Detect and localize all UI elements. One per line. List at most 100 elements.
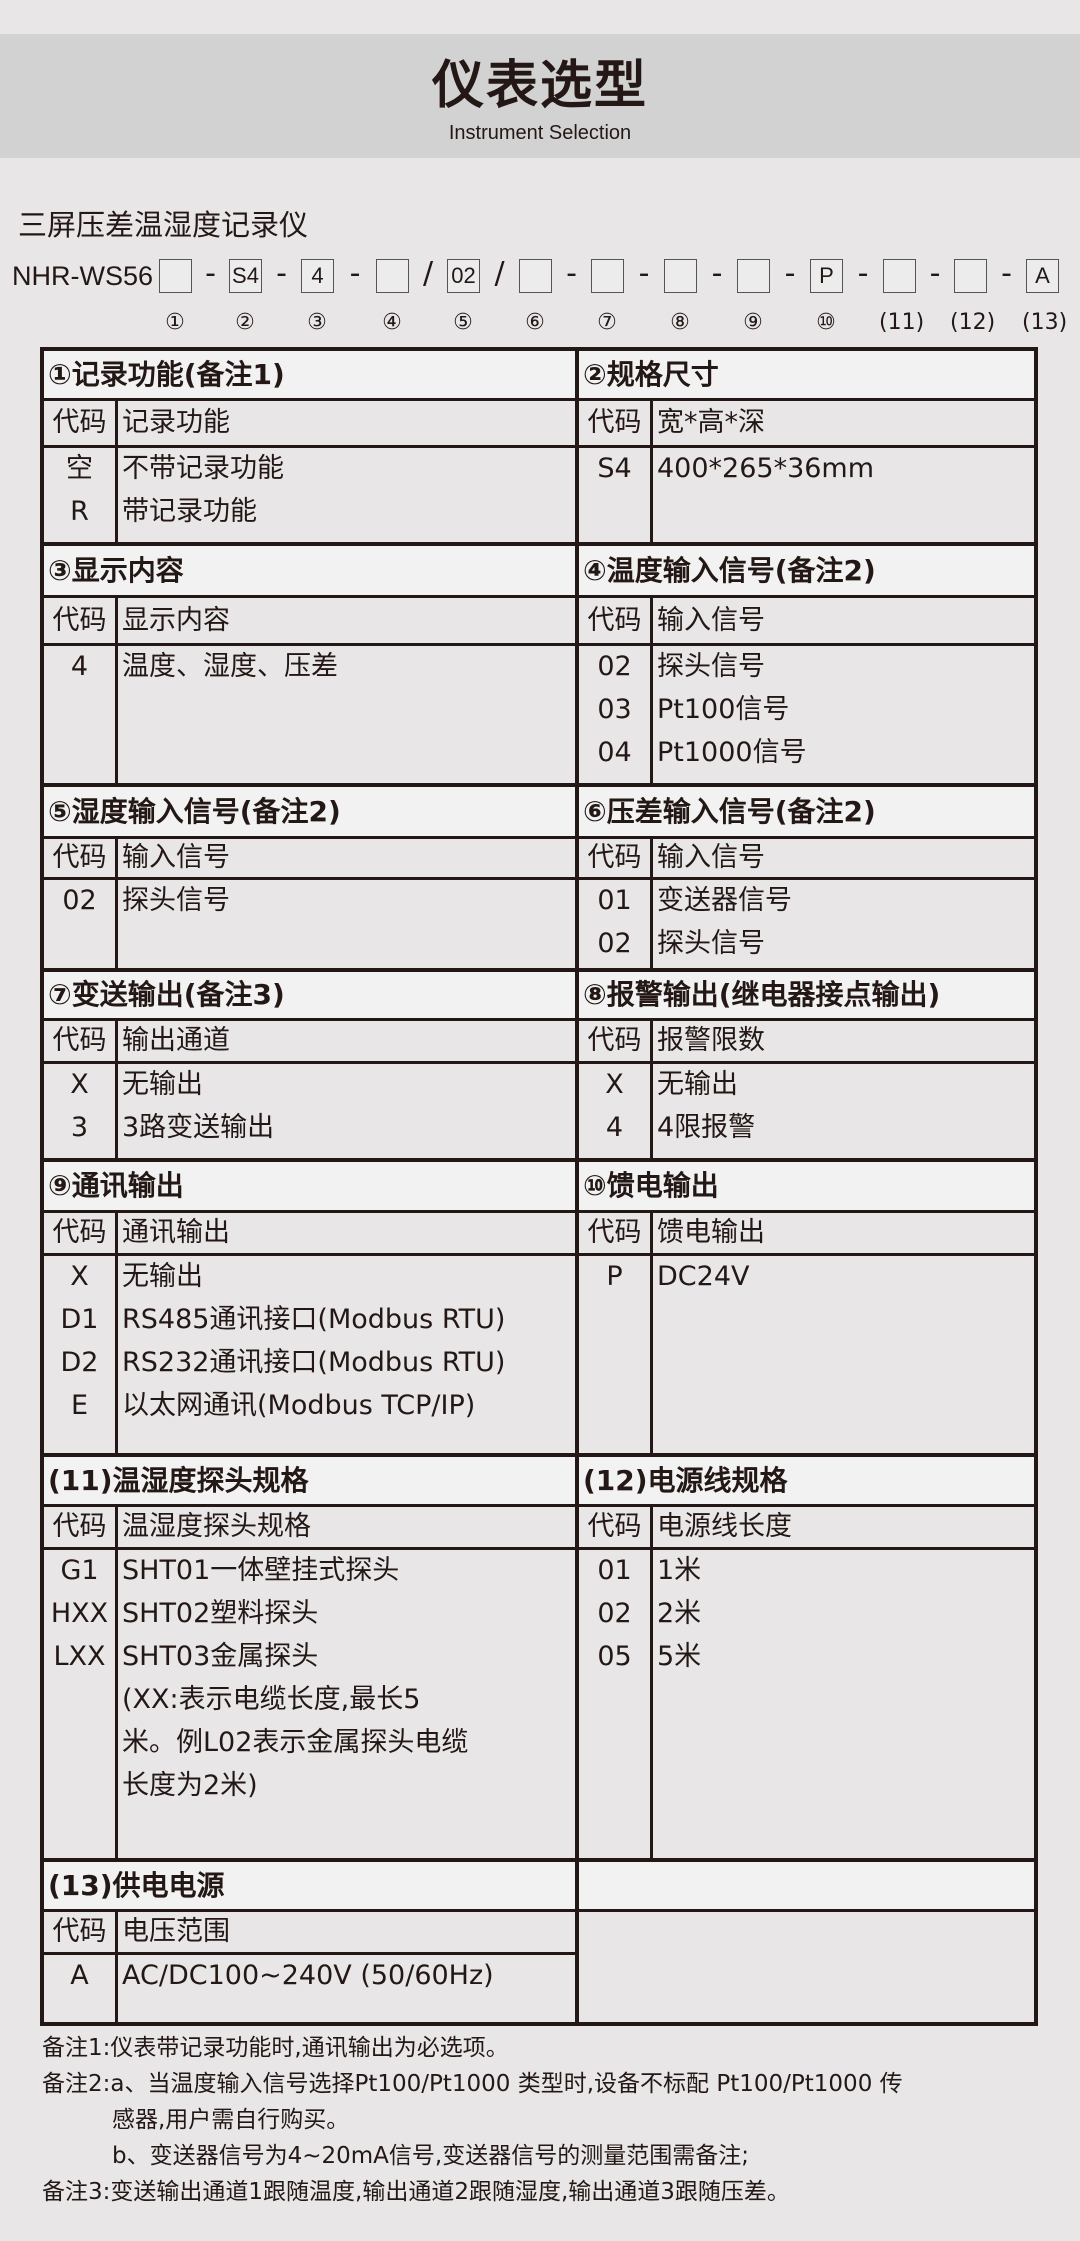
description-cell: 探头信号 bbox=[122, 885, 230, 916]
column-header: 代码 电源线长度 bbox=[579, 1507, 1034, 1547]
section-title: ②规格尺寸 bbox=[579, 351, 1034, 398]
section: (11)温湿度探头规格 代码 温湿度探头规格 G1 HXX LXX SHT01一体壁挂式… bbox=[44, 1457, 575, 1858]
description-header: 电压范围 bbox=[118, 1912, 575, 1952]
model-code-box: P bbox=[810, 259, 843, 293]
code-header: 代码 bbox=[44, 401, 115, 445]
description-column: 无输出 RS485通讯接口(Modbus RTU) RS232通讯接口(Modbus… bbox=[118, 1256, 575, 1453]
code-cell: R bbox=[70, 496, 89, 527]
separator: - bbox=[784, 256, 796, 291]
code-cell: 05 bbox=[597, 1641, 632, 1672]
section-row: ⑤湿度输入信号(备注2) 代码 输入信号 02 探头信号 ⑥压差输入信号(备注2) 代… bbox=[44, 787, 1034, 968]
description-cell: 探头信号 bbox=[657, 651, 765, 682]
section: ①记录功能(备注1) 代码 记录功能 空 R 不带记录功能 带记录功能 bbox=[44, 351, 575, 542]
code-column: P bbox=[579, 1256, 650, 1453]
code-cell: P bbox=[606, 1261, 623, 1292]
model-code-box bbox=[519, 259, 552, 293]
description-header: 报警限数 bbox=[653, 1021, 1034, 1061]
description-header: 输入信号 bbox=[653, 598, 1034, 643]
model-code-box bbox=[591, 259, 624, 293]
selection-table: ①记录功能(备注1) 代码 记录功能 空 R 不带记录功能 带记录功能 ②规格尺寸 代码宽… bbox=[40, 347, 1038, 2026]
description-cell: 温度、湿度、压差 bbox=[122, 651, 338, 682]
position-number: ⑦ bbox=[597, 310, 617, 335]
section-title: (13)供电电源 bbox=[44, 1862, 575, 1909]
description-column: 无输出 4限报警 bbox=[653, 1064, 1034, 1158]
section-body: X D1 D2 E 无输出 RS485通讯接口(Modbus RTU) RS232通讯接口(… bbox=[44, 1256, 575, 1453]
header-band bbox=[0, 34, 1080, 158]
code-cell: 3 bbox=[70, 1112, 89, 1143]
section-title: ①记录功能(备注1) bbox=[44, 351, 575, 398]
code-cell: 空 bbox=[66, 453, 93, 484]
model-code-box bbox=[737, 259, 770, 293]
column-header: 代码 输入信号 bbox=[579, 839, 1034, 877]
column-header: 代码 输入信号 bbox=[44, 839, 575, 877]
section-body: 01 02 05 1米 2米 5米 bbox=[579, 1550, 1034, 1858]
section-body: 空 R 不带记录功能 带记录功能 bbox=[44, 448, 575, 542]
section-row: (11)温湿度探头规格 代码 温湿度探头规格 G1 HXX LXX SHT01一体壁挂式… bbox=[44, 1457, 1034, 1858]
section-body: X 4 无输出 4限报警 bbox=[579, 1064, 1034, 1158]
notes: 备注1:仪表带记录功能时,通讯输出为必选项。 备注2:a、当温度输入信号选择Pt… bbox=[42, 2030, 903, 2210]
column-header: 代码 宽*高*深 bbox=[579, 401, 1034, 445]
section-body: 02 03 04 探头信号 Pt100信号 Pt1000信号 bbox=[579, 646, 1034, 783]
code-header: 代码 bbox=[579, 401, 650, 445]
model-code-box bbox=[954, 259, 987, 293]
position-number: ⑩ bbox=[816, 310, 836, 335]
code-cell: X bbox=[70, 1261, 89, 1292]
description-column: 400*265*36mm bbox=[653, 448, 1034, 542]
model-code-box: A bbox=[1026, 259, 1059, 293]
description-header: 显示内容 bbox=[118, 598, 575, 643]
code-cell: 02 bbox=[597, 1598, 632, 1629]
section: ⑤湿度输入信号(备注2) 代码 输入信号 02 探头信号 bbox=[44, 787, 575, 968]
code-cell: 4 bbox=[605, 1112, 624, 1143]
column-header: 代码 输入信号 bbox=[579, 598, 1034, 643]
model-code-box bbox=[883, 259, 916, 293]
section-header-empty bbox=[579, 1862, 1034, 1909]
code-header: 代码 bbox=[579, 1213, 650, 1253]
code-cell: 02 bbox=[597, 651, 632, 682]
code-column: X D1 D2 E bbox=[44, 1256, 115, 1453]
description-header: 宽*高*深 bbox=[653, 401, 1034, 445]
position-number: (13) bbox=[1022, 310, 1068, 335]
section-title: ⑧报警输出(继电器接点输出) bbox=[579, 972, 1034, 1018]
separator: - bbox=[929, 256, 941, 291]
separator: - bbox=[566, 256, 577, 291]
model-code-box: S4 bbox=[229, 259, 262, 293]
description-cell: SHT03金属探头 bbox=[122, 1641, 319, 1672]
section-title: ④温度输入信号(备注2) bbox=[579, 546, 1034, 595]
section: ⑧报警输出(继电器接点输出) 代码 报警限数 X 4 无输出 4限报警 bbox=[579, 972, 1034, 1158]
section-body: P DC24V bbox=[579, 1256, 1034, 1453]
description-cell: AC/DC100~240V (50/60Hz) bbox=[122, 1960, 494, 1991]
code-cell: 03 bbox=[597, 694, 632, 725]
code-cell: X bbox=[70, 1069, 89, 1100]
description-header: 电源线长度 bbox=[653, 1507, 1034, 1547]
code-cell bbox=[44, 1766, 115, 1809]
section-title: ⑦变送输出(备注3) bbox=[44, 972, 575, 1018]
position-number: (12) bbox=[950, 310, 996, 335]
description-cell: 以太网通讯(Modbus TCP/IP) bbox=[122, 1390, 476, 1421]
section-title: (12)电源线规格 bbox=[579, 1457, 1034, 1504]
column-header: 代码 输出通道 bbox=[44, 1021, 575, 1061]
column-header: 代码 报警限数 bbox=[579, 1021, 1034, 1061]
description-cell: RS485通讯接口(Modbus RTU) bbox=[122, 1304, 506, 1335]
column-header: 代码 记录功能 bbox=[44, 401, 575, 445]
code-column: 02 03 04 bbox=[579, 646, 650, 783]
column-header: 代码 温湿度探头规格 bbox=[44, 1507, 575, 1547]
description-column: SHT01一体壁挂式探头 SHT02塑料探头 SHT03金属探头 (XX:表示电缆长度… bbox=[118, 1550, 575, 1858]
section: (12)电源线规格 代码 电源线长度 01 02 05 1米 2米 5米 bbox=[579, 1457, 1034, 1858]
description-cell: DC24V bbox=[657, 1261, 750, 1292]
section: ⑨通讯输出 代码 通讯输出 X D1 D2 E 无输出 RS485通讯接口(Modbus R… bbox=[44, 1162, 575, 1453]
section-body: 01 02 变送器信号 探头信号 bbox=[579, 880, 1034, 968]
code-cell: S4 bbox=[597, 453, 632, 484]
section-body: A AC/DC100~240V (50/60Hz) bbox=[44, 1955, 575, 2022]
note-2b: b、变送器信号为4~20mA信号,变送器信号的测量范围需备注; bbox=[112, 2143, 749, 2169]
section-body: 4 温度、湿度、压差 bbox=[44, 646, 575, 783]
description-header: 温湿度探头规格 bbox=[118, 1507, 575, 1547]
section-row: ⑦变送输出(备注3) 代码 输出通道 X 3 无输出 3路变送输出 ⑧报警输出(继电器接点… bbox=[44, 972, 1034, 1158]
page-subtitle: Instrument Selection bbox=[448, 122, 632, 144]
code-cell: HXX bbox=[50, 1598, 109, 1629]
code-column: A bbox=[44, 1955, 115, 2022]
model-code-box: 4 bbox=[301, 259, 334, 293]
code-cell bbox=[44, 1723, 115, 1766]
model-code-box bbox=[376, 259, 409, 293]
